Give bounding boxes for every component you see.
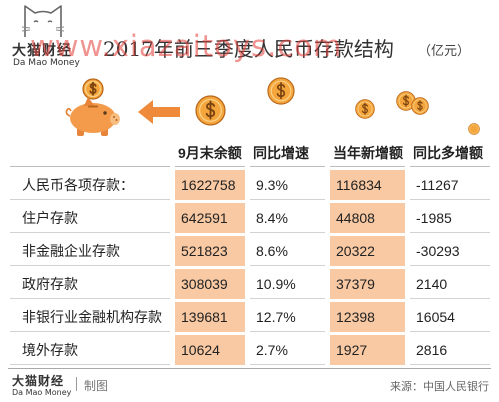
- arrow-left-icon: [138, 100, 180, 124]
- footer-credit: 制图: [84, 379, 109, 393]
- cell-yoy-increase: -30293: [410, 236, 490, 266]
- coin-icon: [355, 99, 375, 119]
- row-label: 非金融企业存款: [10, 236, 170, 266]
- cell-yoy-growth: 8.6%: [250, 236, 325, 266]
- cell-new-amount: 44808: [330, 203, 405, 233]
- row-label: 非银行业金融机构存款: [10, 302, 170, 332]
- footer-divider: [8, 368, 491, 369]
- cell-yoy-growth: 10.9%: [250, 269, 325, 299]
- cell-new-amount: 37379: [330, 269, 405, 299]
- cell-yoy-increase: 16054: [410, 302, 490, 332]
- cell-yoy-increase: 2816: [410, 335, 490, 365]
- coin-icon: [411, 97, 429, 115]
- cell-balance: 10624: [175, 335, 245, 365]
- coin-icon: [267, 77, 295, 105]
- brand-name-cn: 大猫财经: [12, 43, 72, 59]
- row-label: 政府存款: [10, 269, 170, 299]
- cell-balance: 521823: [175, 236, 245, 266]
- footer-source: 来源：中国人民银行: [390, 381, 489, 393]
- cell-yoy-growth: 9.3%: [250, 170, 325, 200]
- cell-yoy-growth: 12.7%: [250, 302, 325, 332]
- footer-brand-en: Da Mao Money: [12, 388, 72, 397]
- column-header-yoy-growth: 同比增速: [250, 140, 325, 167]
- cell-balance: 1622758: [175, 170, 245, 200]
- coin-icon: [195, 95, 226, 126]
- watermark: www.xiazaitoys.com: [30, 29, 343, 63]
- chart-title: 2017年前三季度人民币存款结构: [103, 37, 394, 61]
- cell-new-amount: 116834: [330, 170, 405, 200]
- row-label: 人民币各项存款：: [10, 170, 170, 200]
- row-label: 住户存款: [10, 203, 170, 233]
- footer-brand-cn: 大猫财经: [12, 374, 65, 388]
- coin-icon: [396, 91, 416, 111]
- cell-yoy-growth: 8.4%: [250, 203, 325, 233]
- cell-yoy-growth: 2.7%: [250, 335, 325, 365]
- column-header-yoy-increase: 同比多增额: [410, 140, 490, 167]
- column-header-new-amount: 当年新增额: [330, 140, 405, 167]
- cell-yoy-increase: -1985: [410, 203, 490, 233]
- cell-balance: 139681: [175, 302, 245, 332]
- cat-logo-icon: [21, 5, 65, 37]
- footer-separator: [76, 377, 77, 391]
- deposit-table: 9月末余额 同比增速 当年新增额 同比多增额 人民币各项存款： 1622758 …: [10, 140, 490, 365]
- column-header-balance: 9月末余额: [175, 140, 245, 167]
- brand-name-en: Da Mao Money: [13, 58, 80, 68]
- cell-new-amount: 20322: [330, 236, 405, 266]
- cell-new-amount: 1927: [330, 335, 405, 365]
- cell-yoy-increase: -11267: [410, 170, 490, 200]
- table-header-blank: [10, 140, 170, 167]
- piggy-bank-icon: [65, 78, 120, 136]
- coin-icon: [468, 123, 480, 135]
- cell-balance: 642591: [175, 203, 245, 233]
- row-label: 境外存款: [10, 335, 170, 365]
- brand-logo: 大猫财经 Da Mao Money: [10, 2, 90, 70]
- cell-new-amount: 12398: [330, 302, 405, 332]
- cell-balance: 308039: [175, 269, 245, 299]
- cell-yoy-increase: 2140: [410, 269, 490, 299]
- chart-unit: （亿元）: [418, 44, 471, 59]
